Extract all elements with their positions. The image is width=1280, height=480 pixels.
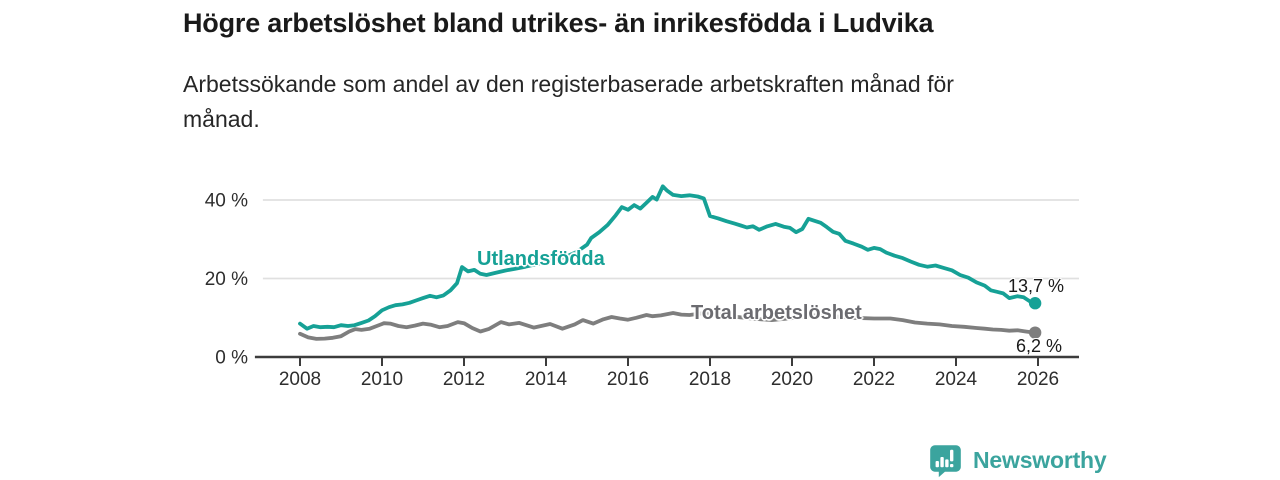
newsworthy-logo-icon [930, 444, 961, 477]
y-tick-label: 20 % [205, 269, 248, 290]
series-label-utlandsfodda: Utlandsfödda [477, 248, 605, 270]
y-tick-label: 40 % [205, 191, 248, 212]
x-tick-label: 2016 [607, 369, 649, 390]
x-tick-label: 2020 [771, 369, 813, 390]
chart-title: Högre arbetslöshet bland utrikes- än inr… [183, 8, 934, 38]
newsworthy-logo: Newsworthy [928, 442, 1107, 478]
end-value-total-arbetsloshet: 6,2 % [1016, 336, 1063, 356]
series-end-dot-total-arbetsloshet [1028, 326, 1042, 339]
series-line-utlandsfodda [298, 184, 1037, 331]
x-tick-label: 2010 [361, 369, 403, 390]
x-tick-label: 2024 [935, 369, 978, 390]
series-line-total-arbetsloshet [298, 311, 1037, 341]
x-tick-label: 2014 [525, 369, 568, 390]
series-label-total-arbetsloshet: Total arbetslöshet [691, 302, 862, 324]
x-tick-label: 2012 [443, 369, 485, 390]
x-tick-label: 2018 [689, 369, 731, 390]
chart-subtitle: Arbetssökande som andel av den registerb… [183, 71, 954, 132]
x-tick-label: 2026 [1017, 369, 1059, 390]
x-tick-label: 2008 [279, 369, 321, 390]
end-value-utlandsfodda: 13,7 % [1008, 276, 1065, 296]
series-end-dot-utlandsfodda [1028, 297, 1042, 310]
y-tick-label: 0 % [215, 348, 248, 369]
x-tick-label: 2022 [853, 369, 895, 390]
newsworthy-logo-text: Newsworthy [973, 446, 1107, 473]
